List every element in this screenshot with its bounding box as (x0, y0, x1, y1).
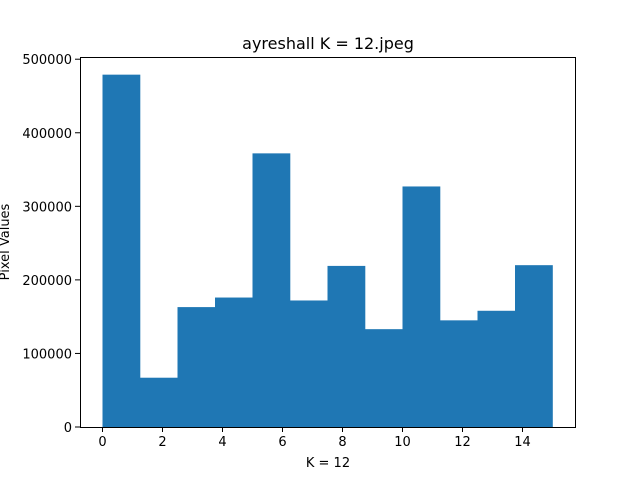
histogram-bar-5 (290, 300, 328, 427)
plot-frame (80, 57, 576, 428)
y-tick-label: 400000 (22, 127, 72, 142)
x-tick-label: 0 (98, 435, 106, 450)
histogram-bar-2 (177, 307, 216, 427)
x-tick-label: 8 (338, 435, 346, 450)
histogram-bar-9 (440, 320, 478, 427)
x-tick-label: 10 (394, 435, 411, 450)
bars-layer (102, 74, 553, 428)
x-tick-label: 6 (278, 435, 286, 450)
histogram-bar-8 (402, 186, 441, 427)
y-tick-label: 100000 (22, 347, 72, 362)
x-axis-label: K = 12 (306, 456, 350, 471)
x-tick-label: 2 (158, 435, 166, 450)
y-tick-label: 0 (64, 421, 72, 436)
ticks-layer: 0 2 4 6 8 10 12 14 0 100000 200000 300000 400000 5000… (22, 53, 530, 450)
x-tick-label: 4 (218, 435, 226, 450)
histogram-bar-3 (215, 297, 253, 427)
y-tick-label: 500000 (22, 53, 72, 68)
y-tick-label: 300000 (22, 200, 72, 215)
chart-title: ayreshall K = 12.jpeg (242, 34, 414, 53)
y-tick-label: 200000 (22, 274, 72, 289)
x-tick-label: 14 (514, 435, 531, 450)
histogram-bar-10 (477, 310, 516, 427)
histogram-bar-7 (365, 329, 403, 427)
x-tick-label: 12 (454, 435, 471, 450)
histogram-bar-6 (327, 265, 366, 427)
histogram-bar-4 (252, 153, 291, 428)
y-axis-label: Pixel Values (0, 203, 13, 280)
histogram-bar-1 (140, 377, 178, 427)
histogram-bar-0 (102, 74, 141, 427)
histogram-bar-11 (515, 265, 553, 427)
